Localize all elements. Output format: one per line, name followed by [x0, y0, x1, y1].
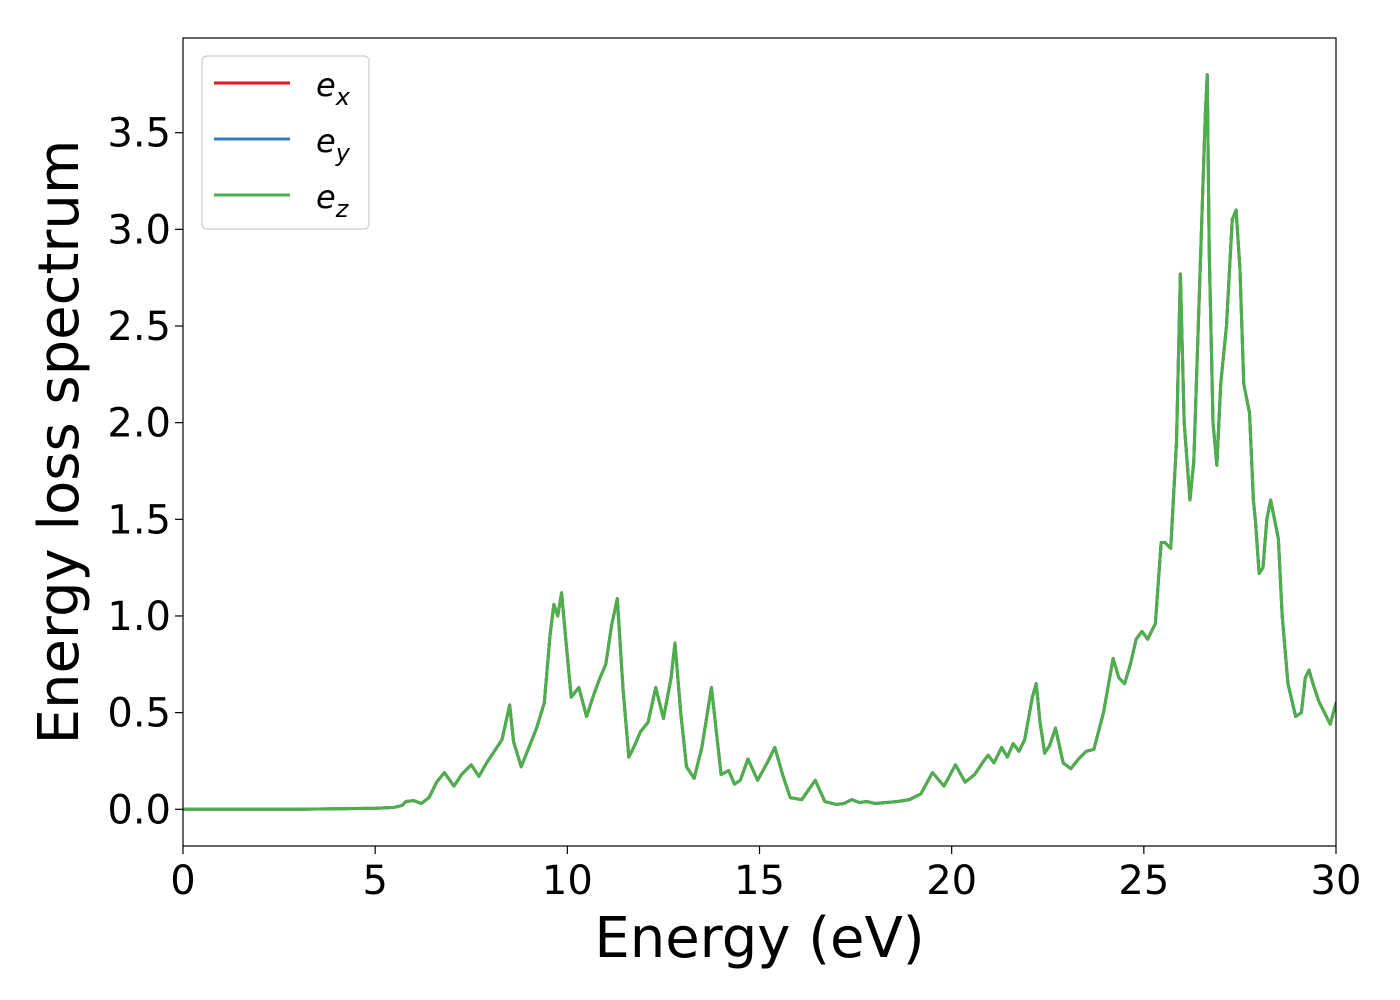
legend-label-base: e [316, 122, 336, 160]
y-tick-label: 1.5 [107, 497, 171, 543]
series-line-z [183, 73, 1336, 811]
x-axis: 0 5 10 15 20 25 30 [170, 846, 1361, 904]
y-tick-label: 3.5 [107, 111, 171, 157]
series-layer [183, 73, 1336, 811]
y-tick-label: 1.0 [107, 594, 171, 640]
x-tick-label: 0 [170, 858, 195, 904]
x-tick-label: 10 [542, 858, 593, 904]
legend-label-base: e [316, 178, 336, 216]
y-tick-label: 3.0 [107, 207, 171, 253]
legend-box [201, 55, 370, 230]
y-tick-label: 0.5 [107, 691, 171, 737]
x-axis-title: Energy (eV) [594, 906, 924, 971]
legend-label-y: ey [316, 122, 351, 167]
legend-label-x: ex [316, 66, 351, 111]
y-tick-label: 2.5 [107, 304, 171, 350]
legend-label-subscript: x [335, 83, 351, 111]
x-tick-label: 25 [1118, 858, 1169, 904]
legend-label-z: ez [316, 178, 350, 223]
x-tick-label: 30 [1311, 858, 1362, 904]
y-tick-label: 0.0 [107, 787, 171, 833]
legend-label-subscript: z [335, 195, 350, 223]
y-tick-label: 2.0 [107, 401, 171, 447]
y-axis-title: Energy loss spectrum [27, 140, 92, 745]
x-tick-label: 20 [926, 858, 977, 904]
legend-label-subscript: y [335, 139, 351, 167]
legend-label-base: e [316, 66, 336, 104]
y-axis: 0.0 0.5 1.0 1.5 2.0 2.5 3.0 3.5 [107, 111, 183, 833]
x-tick-label: 5 [362, 858, 387, 904]
x-tick-label: 15 [734, 858, 785, 904]
